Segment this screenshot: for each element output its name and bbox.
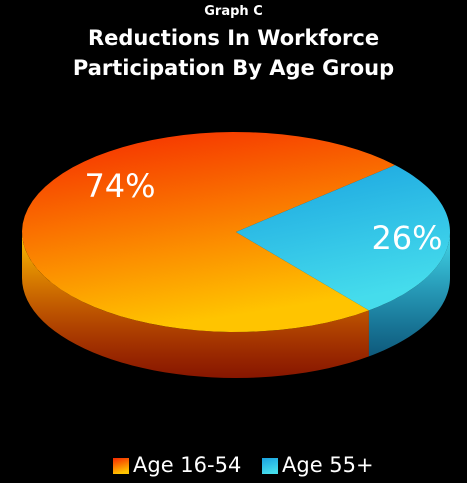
header: Graph C Reductions In Workforce Particip… [0,4,467,83]
legend-label: Age 55+ [282,453,374,477]
value-label: 74% [84,167,155,205]
slice-side [22,232,369,378]
slice [22,132,396,332]
chart-title: Reductions In Workforce Participation By… [72,26,395,80]
legend-swatch [262,458,278,474]
slice-side [368,232,450,357]
value-label: 26% [371,219,442,257]
chart-supertitle: Graph C [204,4,263,19]
legend-swatch [113,458,129,474]
slice [236,165,450,311]
legend-label: Age 16-54 [133,453,241,477]
